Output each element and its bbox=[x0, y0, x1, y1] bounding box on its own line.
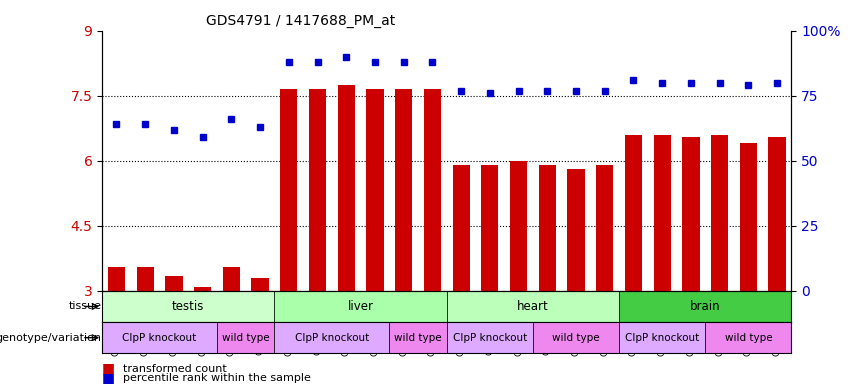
FancyBboxPatch shape bbox=[102, 322, 217, 353]
Bar bbox=[309, 89, 326, 291]
Bar bbox=[568, 169, 585, 291]
Text: percentile rank within the sample: percentile rank within the sample bbox=[123, 373, 311, 383]
FancyBboxPatch shape bbox=[102, 291, 274, 322]
Text: brain: brain bbox=[690, 300, 721, 313]
Text: liver: liver bbox=[347, 300, 374, 313]
Bar bbox=[108, 267, 125, 291]
Text: testis: testis bbox=[172, 300, 204, 313]
Bar bbox=[482, 165, 499, 291]
FancyBboxPatch shape bbox=[620, 322, 705, 353]
Bar bbox=[596, 165, 614, 291]
Bar bbox=[539, 165, 556, 291]
Text: heart: heart bbox=[517, 300, 549, 313]
Bar bbox=[740, 144, 757, 291]
FancyBboxPatch shape bbox=[447, 322, 533, 353]
Text: tissue: tissue bbox=[69, 301, 101, 311]
Text: ClpP knockout: ClpP knockout bbox=[453, 333, 527, 343]
Bar bbox=[165, 276, 182, 291]
Bar bbox=[768, 137, 785, 291]
FancyBboxPatch shape bbox=[274, 322, 389, 353]
FancyBboxPatch shape bbox=[533, 322, 620, 353]
Bar bbox=[424, 89, 441, 291]
Bar bbox=[366, 89, 384, 291]
Bar bbox=[711, 135, 728, 291]
Text: ClpP knockout: ClpP knockout bbox=[123, 333, 197, 343]
FancyBboxPatch shape bbox=[389, 322, 447, 353]
FancyBboxPatch shape bbox=[620, 291, 791, 322]
Text: ClpP knockout: ClpP knockout bbox=[294, 333, 369, 343]
Bar bbox=[510, 161, 527, 291]
Bar bbox=[338, 85, 355, 291]
Text: genotype/variation: genotype/variation bbox=[0, 333, 101, 343]
Bar bbox=[252, 278, 269, 291]
Text: ClpP knockout: ClpP knockout bbox=[625, 333, 700, 343]
Text: transformed count: transformed count bbox=[123, 364, 227, 374]
Bar bbox=[625, 135, 643, 291]
FancyBboxPatch shape bbox=[447, 291, 620, 322]
Bar bbox=[136, 267, 154, 291]
FancyBboxPatch shape bbox=[705, 322, 791, 353]
Text: GDS4791 / 1417688_PM_at: GDS4791 / 1417688_PM_at bbox=[206, 14, 395, 28]
Bar bbox=[683, 137, 700, 291]
Text: ■: ■ bbox=[102, 362, 115, 376]
Bar bbox=[453, 165, 470, 291]
Text: wild type: wild type bbox=[394, 333, 442, 343]
FancyBboxPatch shape bbox=[274, 291, 447, 322]
Text: wild type: wild type bbox=[222, 333, 270, 343]
FancyBboxPatch shape bbox=[217, 322, 274, 353]
Text: ■: ■ bbox=[102, 371, 115, 384]
Text: wild type: wild type bbox=[552, 333, 600, 343]
Bar bbox=[194, 286, 211, 291]
Bar bbox=[395, 89, 412, 291]
Bar bbox=[280, 89, 298, 291]
Text: wild type: wild type bbox=[724, 333, 772, 343]
Bar bbox=[223, 267, 240, 291]
Bar bbox=[654, 135, 671, 291]
